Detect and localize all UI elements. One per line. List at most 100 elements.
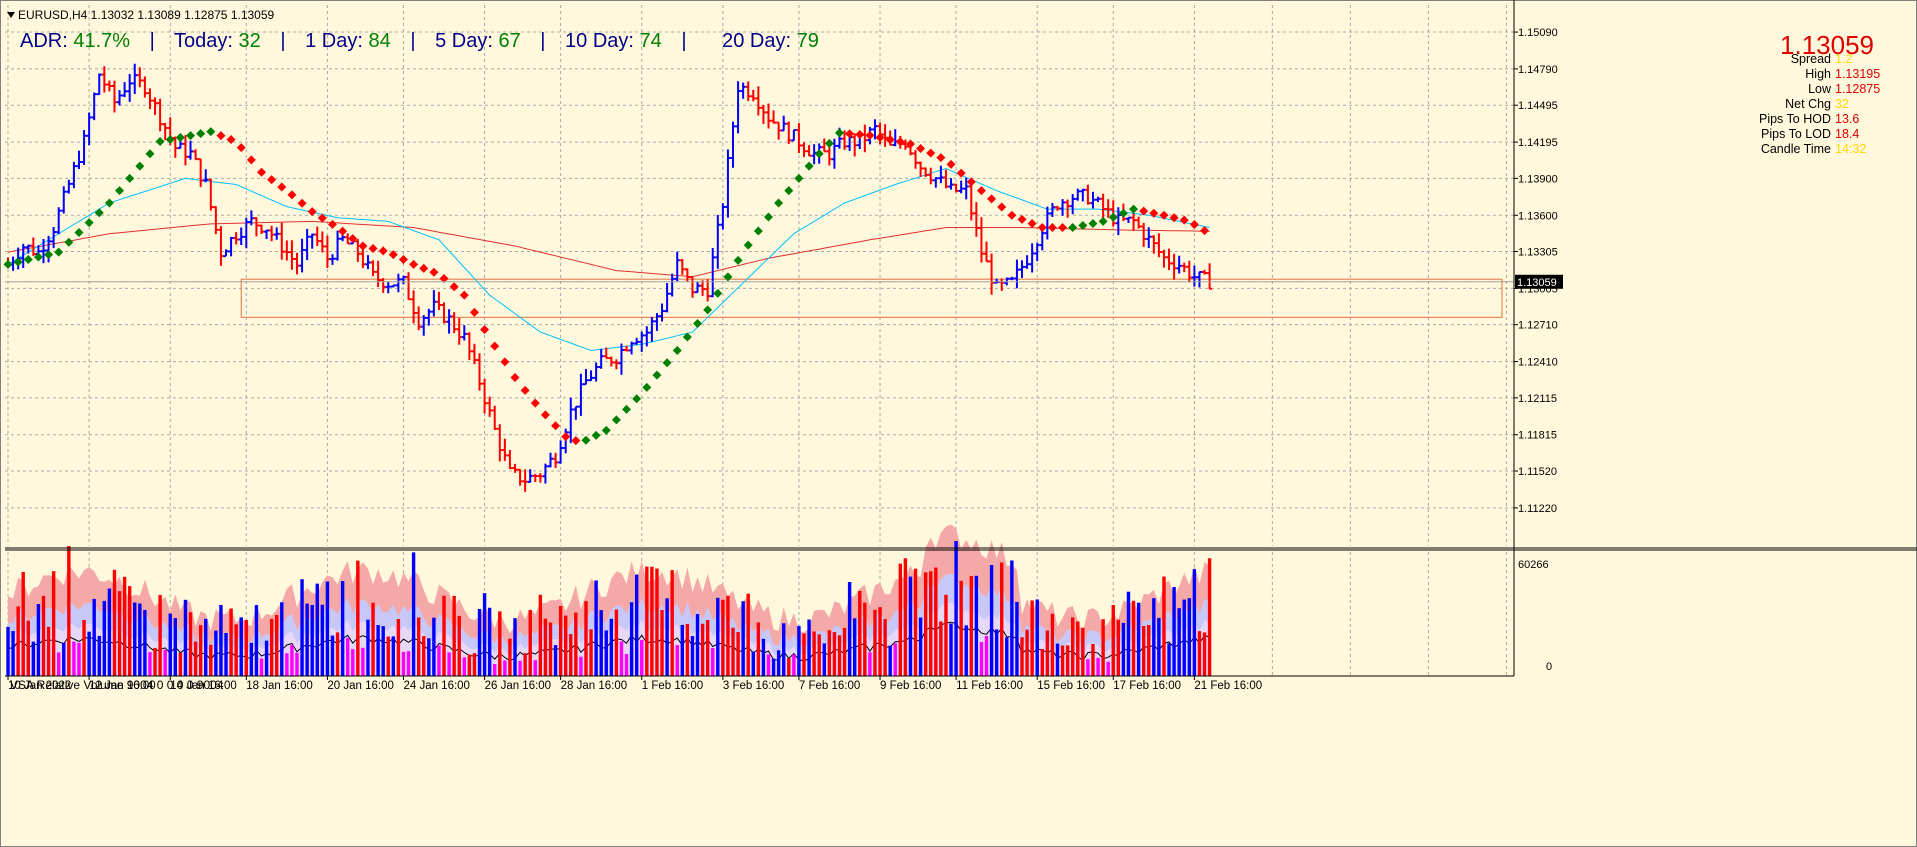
- info-row-value: 1.12875: [1835, 82, 1881, 96]
- volume-bar: [1025, 629, 1029, 676]
- trend-dot-down: [338, 226, 348, 236]
- volume-bar: [452, 595, 456, 676]
- volume-bar: [944, 594, 948, 676]
- trend-dot-up: [155, 136, 165, 146]
- time-tick-label: 20 Jan 16:00: [327, 680, 394, 692]
- volume-bar: [351, 649, 355, 676]
- volume-bar: [1192, 569, 1197, 676]
- volume-bar: [117, 591, 122, 676]
- adr-value: 41.7%: [73, 30, 131, 52]
- info-row-label: Candle Time: [1760, 142, 1831, 156]
- volume-bar: [716, 597, 720, 676]
- trend-dot-down: [236, 143, 246, 153]
- volume-bar: [188, 612, 193, 676]
- volume-bar: [36, 604, 41, 676]
- volume-bar: [660, 610, 664, 676]
- time-tick-label: 3 Feb 16:00: [723, 680, 784, 692]
- volume-bar: [320, 604, 325, 676]
- trend-dot-up: [784, 186, 794, 196]
- trend-dot-down: [500, 357, 510, 367]
- today-value: 32: [238, 30, 261, 52]
- volume-bar: [472, 653, 477, 676]
- time-tick-label: 15 Feb 16:00: [1037, 680, 1105, 692]
- trend-dot-down: [926, 148, 936, 158]
- volume-bar: [584, 601, 588, 676]
- volume-bar: [259, 658, 264, 676]
- trend-dot-up: [13, 257, 23, 267]
- volume-bar: [979, 641, 984, 676]
- volume-bar: [553, 645, 558, 676]
- volume-bar: [893, 643, 897, 676]
- volume-bar: [558, 605, 563, 676]
- time-tick-label: 18 Jan 16:00: [246, 680, 313, 692]
- volume-bar: [457, 615, 461, 676]
- volume-bar: [26, 620, 30, 676]
- separator: |: [681, 30, 687, 52]
- volume-bar: [148, 652, 152, 676]
- volume-bar: [1071, 617, 1075, 676]
- volume-bar: [295, 652, 299, 676]
- volume-bar: [330, 635, 335, 676]
- volume-bar: [903, 558, 908, 676]
- volume-bar: [685, 623, 690, 676]
- trend-dot-down: [875, 132, 885, 142]
- slow-ma-line: [7, 220, 1210, 278]
- trend-dot-down: [409, 259, 419, 269]
- volume-bar: [1010, 560, 1014, 676]
- volume-bar: [1065, 645, 1070, 676]
- volume-bar: [1126, 591, 1131, 676]
- trend-dot-down: [358, 241, 368, 251]
- volume-bar: [214, 630, 218, 676]
- d20-value: 79: [796, 30, 819, 52]
- support-zone-rect: [240, 278, 1503, 318]
- volume-bar: [87, 631, 91, 676]
- adr-panel: ADR: 41.7% | Today: 32 | 1 Day: 84 | 5 D…: [20, 30, 819, 53]
- volume-bar: [361, 647, 365, 676]
- trend-dot-down: [966, 177, 976, 187]
- volume-bar: [939, 621, 943, 676]
- volume-bar: [1040, 649, 1044, 676]
- volume-bar: [493, 664, 497, 676]
- volume-bar: [138, 603, 142, 676]
- volume-bar: [477, 608, 482, 676]
- d5-label: 5 Day:: [435, 30, 493, 52]
- volume-bar: [122, 576, 127, 676]
- volume-bar: [143, 609, 147, 676]
- chevron-down-icon[interactable]: [7, 12, 15, 18]
- trend-dot-up: [804, 161, 814, 171]
- volume-bar: [1020, 637, 1024, 676]
- volume-bar: [92, 598, 96, 676]
- volume-bar: [711, 647, 715, 676]
- info-row-value: 1.13195: [1835, 67, 1881, 81]
- volume-bar: [1172, 587, 1176, 676]
- volume-bar: [964, 625, 968, 676]
- volume-bar: [183, 599, 188, 676]
- trend-dot-up: [713, 288, 723, 298]
- trend-dot-up: [682, 332, 692, 342]
- volume-bar: [984, 635, 989, 676]
- volume-bar: [680, 624, 685, 676]
- trend-dot-down: [855, 130, 865, 140]
- volume-bar: [1101, 619, 1105, 676]
- trend-dot-up: [125, 173, 135, 183]
- volume-bar: [624, 653, 629, 676]
- volume-bar: [934, 567, 938, 676]
- trend-dot-up: [175, 133, 185, 143]
- volume-bar: [523, 653, 527, 676]
- volume-bar: [1157, 617, 1161, 676]
- volume-bar: [675, 645, 679, 676]
- volume-bar: [1136, 602, 1141, 676]
- volume-bar: [467, 654, 472, 676]
- price-tick-label: 1.13900: [1518, 173, 1558, 185]
- volume-bar: [650, 566, 654, 676]
- trend-dot-down: [317, 213, 327, 223]
- trend-dot-up: [104, 198, 114, 208]
- volume-bar: [787, 658, 791, 676]
- d1-value: 84: [368, 30, 391, 52]
- volume-bar: [285, 653, 289, 676]
- volume-bar: [1086, 659, 1090, 676]
- trend-dot-up: [1098, 216, 1108, 226]
